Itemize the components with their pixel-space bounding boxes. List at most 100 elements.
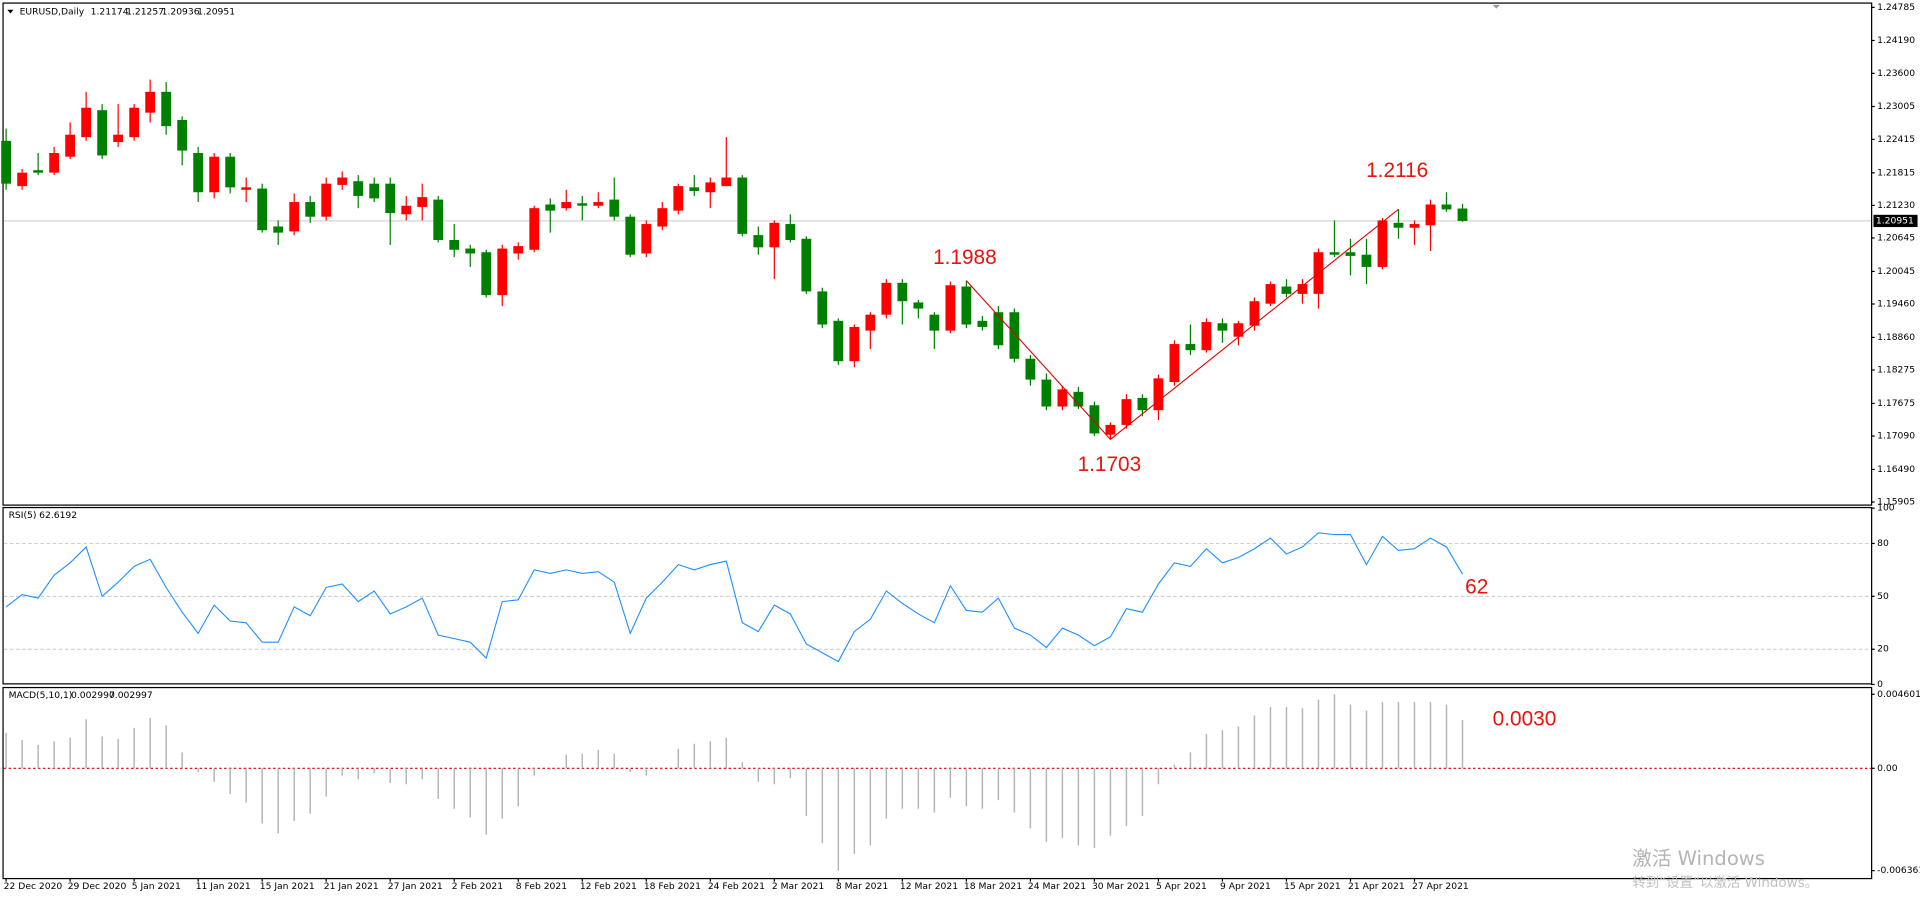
candle-body <box>33 170 44 173</box>
candle-body <box>417 197 428 207</box>
x-tick-label: 8 Mar 2021 <box>836 881 888 892</box>
candle-body <box>161 91 172 127</box>
candle-body <box>337 177 348 185</box>
candle-body <box>1409 224 1420 228</box>
candle-body <box>561 202 572 209</box>
x-tick-label: 15 Apr 2021 <box>1284 881 1341 892</box>
current-price-box <box>1873 214 1918 228</box>
candle-body <box>897 282 908 302</box>
candle-body <box>1089 405 1100 434</box>
annotation: 1.1703 <box>1078 453 1142 476</box>
y-tick-label: 1.23005 <box>1877 101 1915 112</box>
x-tick-label: 21 Apr 2021 <box>1348 881 1405 892</box>
zigzag-trendline <box>965 208 1399 441</box>
rsi-title: RSI(5) <box>9 510 37 521</box>
candle-body <box>65 134 76 157</box>
candle-body <box>145 91 156 113</box>
y-tick-label: -0.006361 <box>1877 865 1920 876</box>
candle-body <box>1441 204 1452 210</box>
candle-body <box>129 107 140 138</box>
y-tick-label: 1.17090 <box>1877 431 1915 442</box>
candle-body <box>785 224 796 240</box>
x-tick-label: 29 Dec 2020 <box>68 881 127 892</box>
candle-body <box>1201 322 1212 351</box>
candle-body <box>993 312 1004 346</box>
candle-body <box>1217 323 1228 331</box>
candle-body <box>1361 254 1372 267</box>
x-tick-label: 11 Jan 2021 <box>196 881 251 892</box>
candle-body <box>17 172 28 187</box>
candle-body <box>977 320 988 327</box>
rsi-value: 62.6192 <box>39 510 77 521</box>
watermark-title: 激活 Windows <box>1632 847 1765 870</box>
y-tick-label: 1.24785 <box>1877 2 1915 13</box>
candle-body <box>641 224 652 254</box>
candle-body <box>1105 424 1116 435</box>
y-tick-label: 1.18275 <box>1877 365 1915 376</box>
candle-body <box>1 140 12 184</box>
candle-body <box>241 187 252 190</box>
candle-body <box>529 208 540 250</box>
candle-body <box>321 183 332 217</box>
candle-body <box>1329 252 1340 255</box>
current-price-label: 1.20951 <box>1876 215 1914 226</box>
candle-body <box>1281 286 1292 294</box>
x-tick-label: 2 Feb 2021 <box>452 881 503 892</box>
x-tick-label: 30 Mar 2021 <box>1092 881 1150 892</box>
candle-body <box>81 107 92 138</box>
candle-body <box>625 216 636 255</box>
y-tick-label: 1.16490 <box>1877 464 1915 475</box>
candle-body <box>1185 344 1196 351</box>
header-close: 1.20951 <box>197 7 235 18</box>
y-tick-label: 1.17675 <box>1877 398 1915 409</box>
annotation: 62 <box>1465 575 1488 598</box>
candle-body <box>369 183 380 199</box>
x-tick-label: 5 Jan 2021 <box>132 881 181 892</box>
y-tick-label: 1.22415 <box>1877 134 1915 145</box>
x-tick-label: 18 Feb 2021 <box>644 881 701 892</box>
candle-body <box>1057 389 1068 407</box>
candle-body <box>881 282 892 315</box>
candle-body <box>481 252 492 296</box>
candle-body <box>401 205 412 215</box>
chart-title: EURUSD,Daily <box>20 7 85 18</box>
candle-body <box>689 187 700 192</box>
candle-body <box>1425 204 1436 226</box>
candle-body <box>945 285 956 331</box>
candle-body <box>657 208 668 227</box>
candle-body <box>385 183 396 214</box>
y-tick-label: 1.20045 <box>1877 266 1915 277</box>
x-tick-label: 9 Apr 2021 <box>1220 881 1271 892</box>
y-tick-label: 80 <box>1877 538 1889 549</box>
x-tick-label: 27 Apr 2021 <box>1412 881 1469 892</box>
shift-marker <box>1492 4 1500 9</box>
y-tick-label: 1.19460 <box>1877 298 1915 309</box>
candle-body <box>1297 284 1308 294</box>
macd-signal-value: 0.002997 <box>109 690 153 701</box>
header-open: 1.21174 <box>91 7 129 18</box>
x-tick-label: 24 Feb 2021 <box>708 881 765 892</box>
x-tick-label: 12 Mar 2021 <box>900 881 958 892</box>
candle-body <box>353 181 364 196</box>
candle-body <box>1265 284 1276 304</box>
x-tick-label: 12 Feb 2021 <box>580 881 637 892</box>
candle-body <box>1041 379 1052 407</box>
y-tick-label: 1.23600 <box>1877 68 1915 79</box>
macd-value: 0.002997 <box>71 690 115 701</box>
candle-body <box>1249 301 1260 326</box>
menu-arrow[interactable] <box>7 9 14 14</box>
candle-body <box>305 202 316 217</box>
annotation: 1.1988 <box>933 246 997 269</box>
candle-body <box>289 202 300 232</box>
candle-body <box>1393 222 1404 228</box>
x-tick-label: 5 Apr 2021 <box>1156 881 1207 892</box>
header-low: 1.20936 <box>162 7 200 18</box>
watermark-subtitle: 转到“设置”以激活 Windows。 <box>1632 875 1818 891</box>
candle-body <box>849 326 860 362</box>
candle-body <box>1025 358 1036 380</box>
candle-body <box>929 314 940 331</box>
candle-body <box>577 203 588 206</box>
candle-body <box>1137 397 1148 411</box>
candle-body <box>433 199 444 240</box>
